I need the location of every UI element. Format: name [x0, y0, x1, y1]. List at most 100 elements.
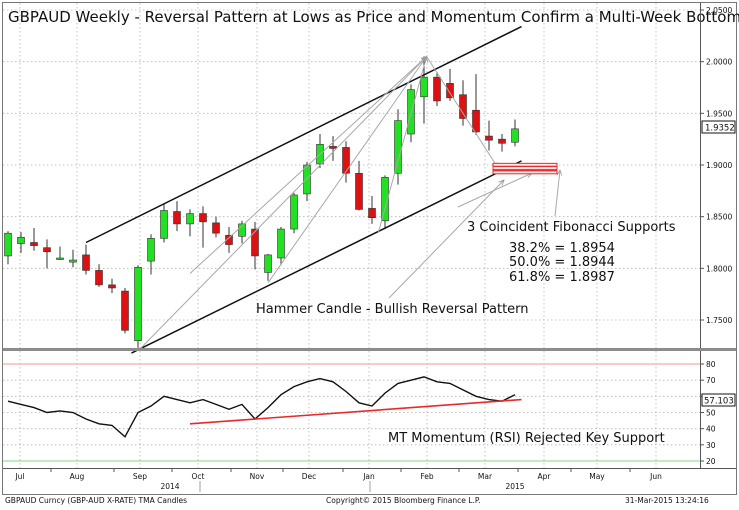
- channel-lower-line: [131, 160, 522, 354]
- candle-body: [199, 213, 207, 223]
- candle-body: [186, 213, 194, 225]
- year-label: 2014: [160, 482, 179, 491]
- month-label: Jul: [14, 472, 24, 481]
- price-panel: GBPAUD Weekly - Reversal Pattern at Lows…: [3, 3, 739, 354]
- candle-body: [82, 254, 90, 271]
- fib-projection-arrow: [267, 57, 427, 284]
- x-axis: Jul Aug Sep Oct Nov Dec Jan Feb Mar Apr May Jun 2014…: [14, 468, 662, 492]
- annotation-fib-382: 38.2% = 1.8954: [509, 241, 615, 256]
- candle-body: [264, 254, 272, 273]
- candle-body: [121, 290, 129, 331]
- price-tick-label: 1.9000: [706, 161, 732, 170]
- price-grid: [3, 3, 700, 348]
- last-rsi-label: 57.103: [704, 397, 734, 407]
- arrow-overlays: [137, 56, 560, 352]
- panel-separator: [3, 348, 736, 351]
- candle-body: [472, 109, 480, 133]
- candle-body: [511, 128, 519, 143]
- month-label: Apr: [538, 472, 552, 481]
- candle-body: [212, 222, 220, 234]
- candle-body: [173, 211, 181, 225]
- rsi-tick-label: 40: [706, 425, 716, 434]
- price-tick-label: 1.8500: [706, 213, 732, 222]
- price-tick-label: 2.0500: [706, 6, 732, 15]
- last-rsi-tag: 57.103: [701, 393, 736, 407]
- fib-projection-arrow: [189, 57, 427, 274]
- candle-body: [238, 223, 246, 237]
- last-price-tag: 1.9352: [701, 120, 736, 134]
- rsi-panel: MT Momentum (RSI) Rejected Key Support: [3, 351, 700, 468]
- candle-body: [394, 120, 402, 174]
- candle-body: [342, 147, 350, 174]
- fib-label-arrow: [554, 170, 560, 217]
- candle-body: [498, 138, 506, 144]
- candle-body: [30, 242, 38, 246]
- month-label: Mar: [478, 472, 493, 481]
- price-tick-label: 1.9500: [706, 109, 732, 118]
- candle-body: [420, 76, 428, 98]
- candle-body: [69, 259, 77, 263]
- channel-upper-line: [85, 25, 522, 244]
- candle-body: [381, 177, 389, 222]
- annotation-fib-500: 50.0% = 1.8944: [509, 255, 615, 270]
- hammer-label-arrow: [388, 180, 504, 299]
- candle-body: [446, 83, 454, 99]
- candle-body: [329, 146, 337, 149]
- fibonacci-box: [492, 162, 558, 175]
- candle-body: [108, 284, 116, 289]
- candle-body: [459, 94, 467, 119]
- last-rsi-box: [701, 393, 736, 407]
- candle-body: [225, 234, 233, 245]
- month-label: Dec: [302, 472, 317, 481]
- rsi-tick-label: 80: [706, 360, 716, 369]
- fib-projection-arrow: [378, 57, 427, 233]
- month-label: Nov: [250, 472, 265, 481]
- candle-body: [147, 238, 155, 262]
- month-label: May: [589, 472, 605, 481]
- month-label: Oct: [192, 472, 205, 481]
- retracement-arrow: [426, 56, 499, 169]
- annotation-hammer: Hammer Candle - Bullish Reversal Pattern: [256, 302, 529, 317]
- fib-label-arrow: [457, 172, 532, 208]
- candle-body: [95, 270, 103, 286]
- candle-body: [43, 247, 51, 253]
- last-price-label: 1.9352: [705, 124, 735, 134]
- last-price-box: [701, 120, 736, 134]
- price-tick-label: 2.0000: [706, 58, 732, 67]
- candle-body: [290, 194, 298, 230]
- footer-timestamp: 31-Mar-2015 13:24:16: [625, 496, 709, 505]
- rsi-grid: [3, 351, 700, 468]
- candle-body: [17, 237, 25, 244]
- candle-body: [433, 76, 441, 102]
- candle-body: [251, 228, 259, 257]
- channel-lines: [85, 25, 522, 354]
- year-label: 2015: [505, 482, 524, 491]
- price-panel-bg: [3, 3, 700, 348]
- month-label: Aug: [70, 472, 85, 481]
- rsi-axis: 80706050403020: [700, 351, 716, 468]
- annotation-rsi: MT Momentum (RSI) Rejected Key Support: [388, 431, 665, 446]
- price-axis: 2.0500 2.0000 1.9500 1.9000 1.8500 1.8000 1.75…: [700, 3, 732, 348]
- month-label: Jan: [362, 472, 375, 481]
- candle-body: [277, 228, 285, 259]
- candles: [4, 56, 519, 348]
- month-label: Feb: [420, 472, 434, 481]
- month-label: Sep: [133, 472, 147, 481]
- candle-body: [160, 210, 168, 239]
- month-label: Jun: [649, 472, 662, 481]
- rsi-line: [7, 376, 516, 438]
- rsi-tick-label: 70: [706, 376, 716, 385]
- candle-body: [4, 232, 12, 257]
- annotation-fib-header: 3 Coincident Fibonacci Supports: [467, 220, 676, 235]
- footer-copyright: Copyright© 2015 Bloomberg Finance L.P.: [326, 496, 481, 505]
- fib-zone: [492, 162, 558, 175]
- candle-body: [134, 266, 142, 341]
- rsi-tick-label: 50: [706, 409, 716, 418]
- rsi-tick-label: 30: [706, 441, 716, 450]
- candle-body: [355, 172, 363, 210]
- candle-body: [485, 135, 493, 141]
- price-tick-label: 1.8000: [706, 264, 732, 273]
- candle-body: [303, 164, 311, 195]
